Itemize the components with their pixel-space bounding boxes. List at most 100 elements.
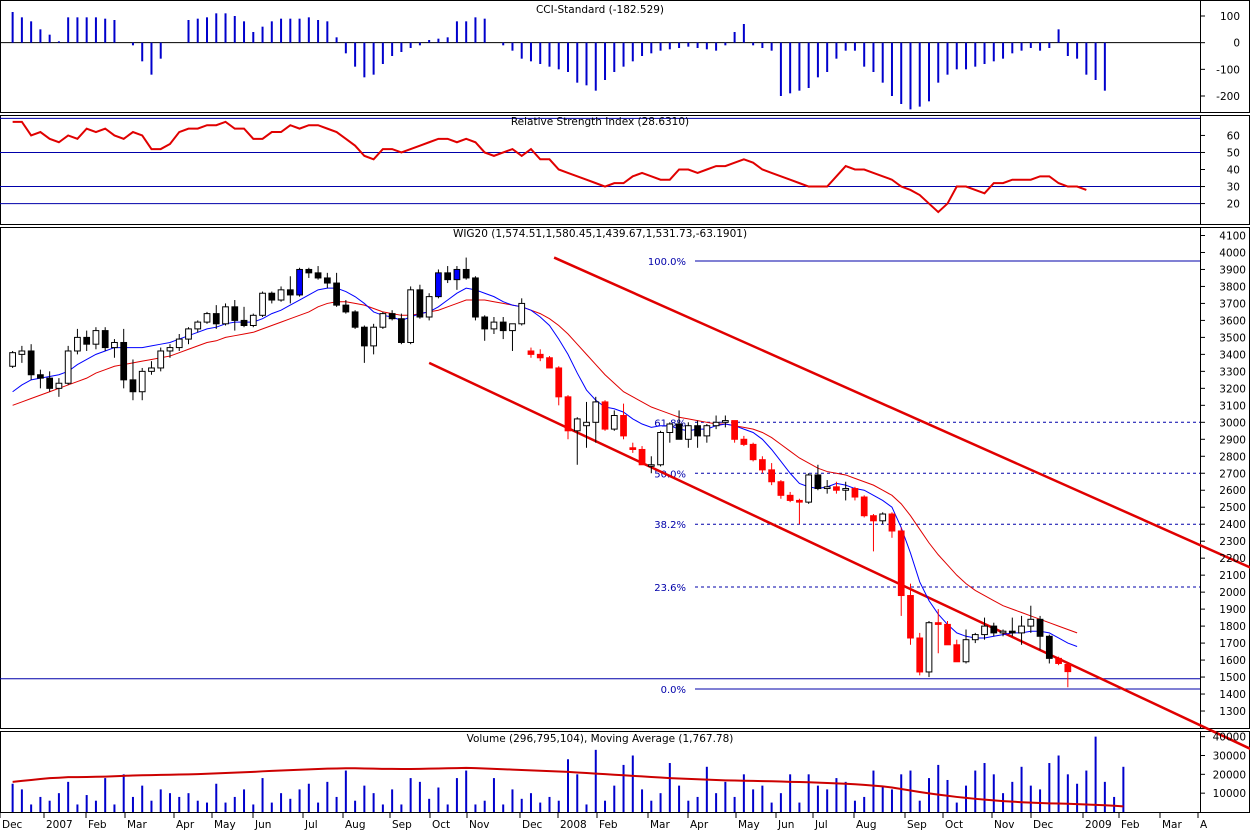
candle-body [305,268,313,274]
candle-body [388,313,396,320]
cci-tick-label: -200 [1216,91,1240,103]
candle-body [629,447,637,450]
price-tick-label: 4100 [1219,230,1246,242]
price-tick-label: 3500 [1219,332,1246,344]
candle-body [138,370,146,393]
candle-body [712,421,720,427]
candle-body [777,481,785,496]
candle-body [101,330,109,349]
rsi-tick-label: 40 [1227,165,1240,177]
candle-body [907,595,914,639]
candle-body [740,438,748,445]
candle-body [870,515,877,522]
price-tick-label: 2200 [1219,553,1246,565]
price-tick-label: 2500 [1219,502,1246,514]
candle-body [416,289,424,318]
candle-body [249,314,257,327]
price-tick-label: 1300 [1219,706,1246,718]
candle-body [953,644,961,663]
candle-body [675,423,683,440]
candle-body [1045,635,1053,659]
candle-body [768,469,776,483]
candle-body [694,425,701,437]
candle-body [18,350,26,355]
x-tick-label: Feb [88,819,107,830]
candle-body [796,499,803,503]
candle-body [666,423,674,433]
candle-body [509,323,516,332]
x-tick-label: 2007 [46,819,73,830]
candle-body [620,415,627,437]
candle-body [1018,625,1025,634]
candle-body [583,421,590,427]
channel-line [428,361,1250,751]
rsi-panel: 60 50 40 30 20 [0,117,1240,214]
price-tick-label: 2100 [1219,570,1246,582]
cci-tick-label: 0 [1233,38,1240,50]
candle-body [981,625,988,636]
candle-body [749,443,757,461]
candle-body [231,306,239,321]
candle-body [1008,630,1016,634]
price-frame [0,227,1250,729]
candle-body [203,313,211,323]
candle-body [92,330,100,345]
price-tick-label: 2000 [1219,587,1246,599]
x-tick-label: A [1200,819,1208,830]
candle-body [805,474,813,503]
candle-body [425,296,433,318]
x-tick-label: Aug [345,819,366,830]
x-tick-label: Jul [304,819,318,830]
rsi-title: Relative Strength Index (28.6310) [511,116,689,128]
candle-body [379,313,387,328]
candle-body [638,448,646,466]
candle-body [851,488,859,498]
candle-body [111,341,118,349]
cci-frame [0,0,1250,113]
candle-body [657,431,664,466]
candle-body [962,639,970,663]
candle-body [370,326,377,347]
candle-body [351,311,359,328]
rsi-frame [0,115,1250,225]
fib-label: 23.6% [654,583,686,594]
rsi-tick-label: 50 [1227,147,1240,159]
candle-body [555,367,563,398]
price-tick-label: 2300 [1219,536,1246,548]
candle-body [55,382,63,389]
candle-body [879,513,887,522]
price-tick-label: 2800 [1219,451,1246,463]
candle-body [435,272,442,298]
candle-body [971,634,979,641]
price-tick-label: 4000 [1219,247,1246,259]
candle-body [925,622,933,673]
candle-body [731,420,738,440]
volume-tick-label: 30000 [1213,750,1246,762]
candle-body [46,377,54,389]
candle-body [462,268,470,279]
x-tick-label: Oct [945,819,963,830]
candle-body [499,321,507,332]
volume-tick-label: 10000 [1213,788,1246,800]
x-tick-label: Oct [432,819,450,830]
candle-body [64,350,72,384]
candle-body [823,486,831,490]
x-tick-label: Jun [777,819,794,830]
candle-body [610,415,618,430]
price-tick-label: 2400 [1219,519,1246,531]
x-tick-label: Jun [254,819,271,830]
candle-body [212,313,220,325]
candle-body [684,425,692,440]
volume-panel: 40000 30000 20000 10000 [11,732,1246,812]
volume-moving-average [12,766,1124,808]
candle-body [222,306,229,325]
cci-tick-label: 100 [1220,11,1240,23]
candle-body [1055,657,1062,664]
fib-label: 100.0% [648,257,686,268]
price-tick-label: 2900 [1219,434,1246,446]
volume-title: Volume (296,795,104), Moving Average (1,… [467,733,734,745]
candle-body [934,622,942,625]
x-tick-label: Nov [994,819,1015,830]
candle-body [481,316,489,330]
candle-body [314,272,322,279]
